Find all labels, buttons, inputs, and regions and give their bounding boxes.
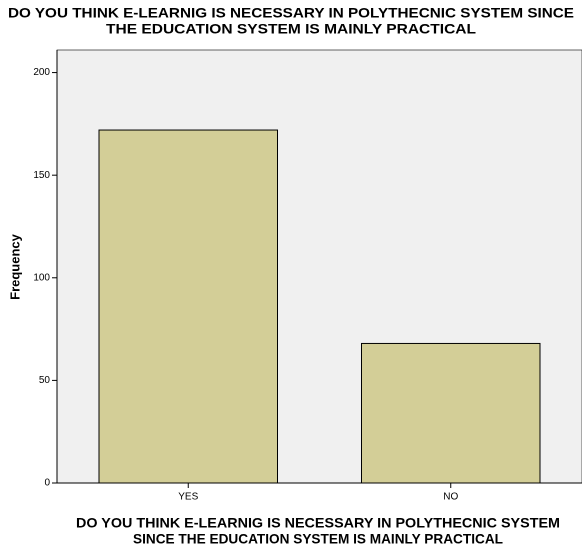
bar: [361, 342, 541, 484]
y-tick-label: 0: [44, 478, 50, 489]
y-axis-title: Frequency: [7, 233, 22, 300]
y-tick-label: 50: [39, 375, 51, 386]
x-tick-label: YES: [178, 492, 198, 503]
bar: [98, 129, 278, 484]
x-tick-label: NO: [443, 492, 458, 503]
chart-title: DO YOU THINK E-LEARNIG IS NECESSARY IN P…: [8, 5, 574, 21]
y-tick-label: 150: [33, 170, 50, 181]
y-tick-label: 100: [33, 272, 50, 283]
chart-title: THE EDUCATION SYSTEM IS MAINLY PRACTICAL: [106, 21, 476, 37]
x-axis-title: SINCE THE EDUCATION SYSTEM IS MAINLY PRA…: [133, 531, 503, 547]
y-tick-label: 200: [33, 67, 50, 78]
x-axis-title: DO YOU THINK E-LEARNIG IS NECESSARY IN P…: [76, 515, 560, 531]
